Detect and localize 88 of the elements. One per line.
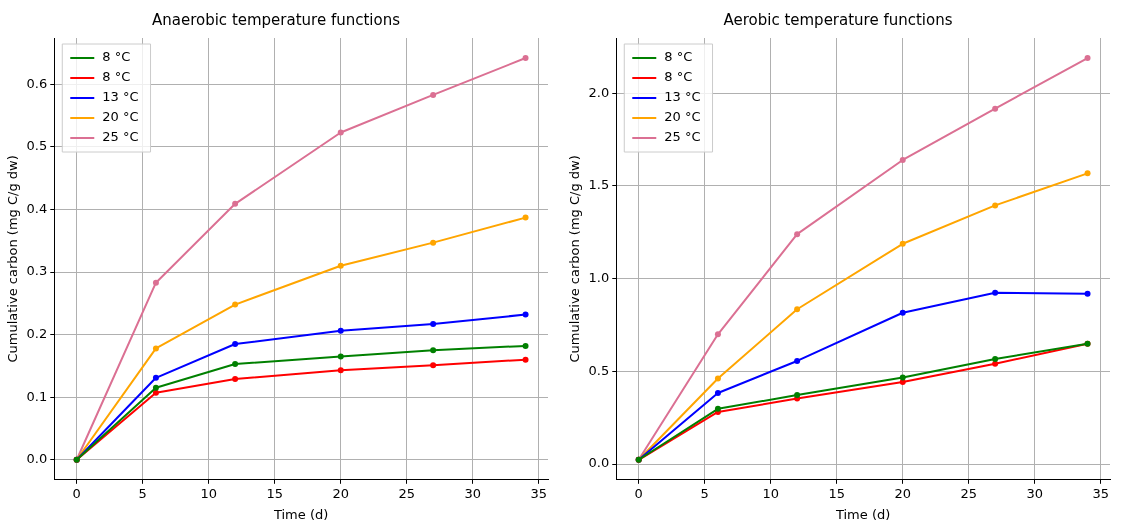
- legend-label: 13 °C: [102, 89, 139, 105]
- legend-label: 25 °C: [102, 129, 139, 145]
- legend-label: 13 °C: [664, 89, 701, 105]
- point: [152, 279, 159, 286]
- legend-label: 20 °C: [102, 109, 139, 125]
- y-tick-label: 0.0: [26, 451, 48, 467]
- legend-label: 8 °C: [664, 69, 693, 85]
- point: [899, 379, 906, 386]
- point: [522, 214, 529, 221]
- point: [899, 374, 906, 381]
- point: [337, 367, 344, 374]
- point: [992, 105, 999, 112]
- point: [152, 389, 159, 396]
- x-tick-label: 10: [200, 485, 217, 501]
- x-tick-label: 5: [700, 485, 709, 501]
- y-tick-label: 0.5: [588, 362, 610, 378]
- y-axis-title: Cumulative carbon (mg C/g dw): [5, 155, 21, 363]
- legend-label: 8 °C: [102, 69, 131, 85]
- point: [337, 327, 344, 334]
- x-tick-label: 0: [634, 485, 643, 501]
- y-tick-label: 0.5: [26, 138, 48, 154]
- point: [794, 357, 801, 364]
- x-tick-label: 30: [464, 485, 482, 501]
- x-tick-label: 35: [530, 485, 548, 501]
- point: [1084, 55, 1091, 62]
- point: [992, 202, 999, 209]
- point: [992, 355, 999, 362]
- y-tick-label: 0.1: [26, 388, 48, 404]
- x-tick-label: 15: [266, 485, 284, 501]
- point: [430, 347, 437, 354]
- point: [1084, 290, 1091, 297]
- chart-title: Aerobic temperature functions: [723, 10, 953, 29]
- x-tick-label: 20: [894, 485, 912, 501]
- y-tick-label: 0.0: [588, 455, 610, 471]
- x-tick-label: 20: [332, 485, 350, 501]
- x-tick-label: 25: [960, 485, 978, 501]
- y-axis-title: Cumulative carbon (mg C/g dw): [567, 155, 583, 363]
- point: [522, 55, 529, 62]
- point: [232, 200, 239, 207]
- point: [992, 289, 999, 296]
- point: [430, 320, 437, 327]
- x-tick-label: 10: [762, 485, 779, 501]
- point: [522, 356, 529, 363]
- x-tick-label: 25: [398, 485, 416, 501]
- y-tick-label: 0.6: [26, 75, 48, 91]
- point: [337, 262, 344, 269]
- legend-label: 25 °C: [664, 129, 701, 145]
- y-tick-label: 1.5: [588, 177, 610, 193]
- point: [337, 353, 344, 360]
- point: [899, 240, 906, 247]
- point: [992, 360, 999, 367]
- point: [794, 306, 801, 313]
- point: [152, 384, 159, 391]
- y-tick-label: 0.3: [26, 263, 48, 279]
- x-tick-label: 15: [828, 485, 846, 501]
- point: [232, 301, 239, 308]
- point: [152, 374, 159, 381]
- legend-label: 8 °C: [102, 49, 131, 65]
- point: [1084, 170, 1091, 177]
- y-tick-label: 0.2: [26, 325, 48, 341]
- legend-label: 20 °C: [664, 109, 701, 125]
- point: [232, 361, 239, 368]
- point: [794, 231, 801, 238]
- point: [714, 331, 721, 338]
- x-tick-label: 5: [138, 485, 147, 501]
- point: [899, 309, 906, 316]
- point: [337, 129, 344, 136]
- y-tick-label: 2.0: [588, 84, 610, 100]
- y-tick-label: 1.0: [588, 270, 610, 286]
- y-tick-label: 0.4: [26, 200, 48, 216]
- point: [899, 156, 906, 163]
- x-axis-title: Time (d): [272, 506, 329, 522]
- x-tick-label: 30: [1026, 485, 1044, 501]
- point: [232, 376, 239, 383]
- point: [430, 91, 437, 98]
- x-tick-label: 0: [72, 485, 81, 501]
- point: [152, 345, 159, 352]
- point: [522, 342, 529, 349]
- x-tick-label: 35: [1092, 485, 1110, 501]
- point: [714, 390, 721, 397]
- point: [430, 362, 437, 369]
- point: [522, 311, 529, 318]
- point: [232, 341, 239, 348]
- legend-label: 8 °C: [664, 49, 693, 65]
- chart-title: Anaerobic temperature functions: [151, 10, 401, 29]
- point: [430, 239, 437, 246]
- x-axis-title: Time (d): [834, 506, 891, 522]
- point: [714, 375, 721, 382]
